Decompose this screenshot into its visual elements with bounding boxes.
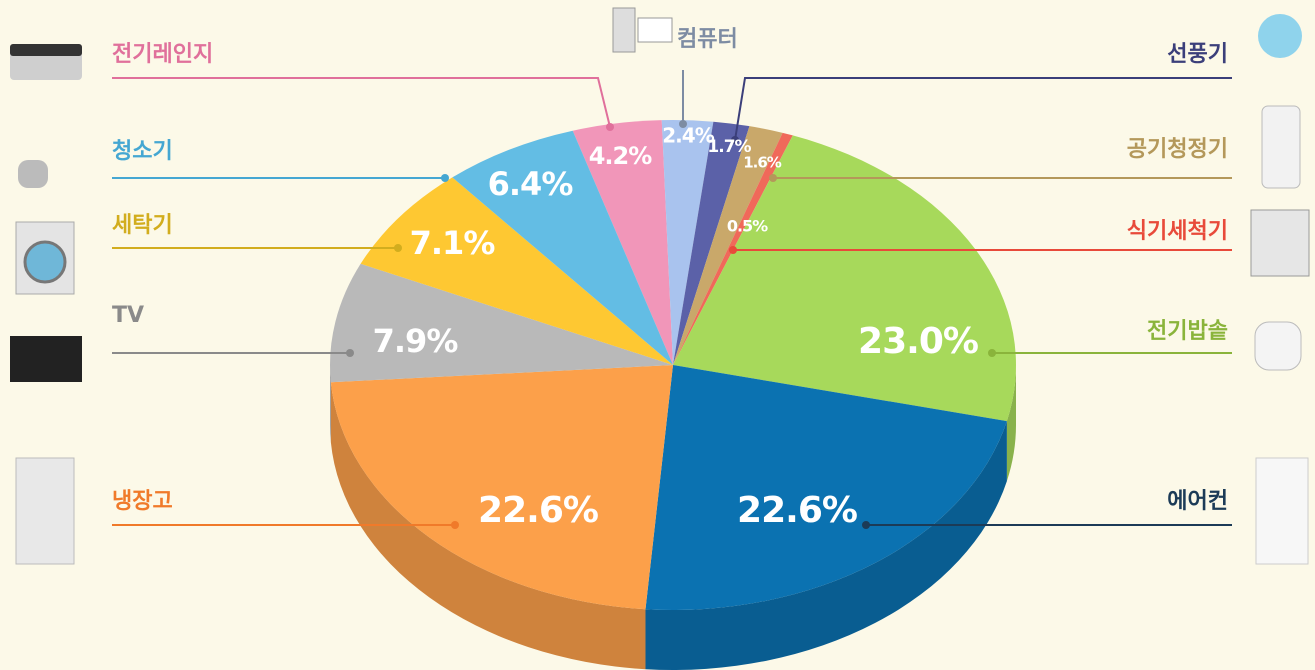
leader-dot (988, 349, 996, 357)
icons (10, 7, 1310, 565)
value-label: 6.4% (488, 165, 574, 203)
slice (673, 121, 750, 366)
slice-side (645, 421, 1007, 670)
slice (360, 177, 673, 365)
leader-dot (394, 244, 402, 252)
value-label: 7.9% (373, 322, 459, 360)
slice-side (330, 365, 331, 443)
icon-monitor (637, 17, 673, 43)
value-label: 0.5% (727, 217, 768, 236)
icon-aircon (1255, 457, 1309, 565)
icon-fridge (15, 457, 75, 565)
value-label: 22.6% (737, 490, 857, 531)
slice (645, 365, 1007, 610)
icon-vacuum (18, 160, 48, 188)
slice-side (1006, 365, 1016, 482)
leader-dot (729, 246, 737, 254)
value-label: 23.0% (858, 321, 978, 362)
legend-label: 컴퓨터 (677, 27, 738, 52)
legend-label: 에어컨 (1167, 489, 1228, 514)
legend-label: 청소기 (112, 139, 173, 164)
slice (452, 130, 673, 365)
legend-label: TV (112, 303, 144, 328)
icon-tv (10, 336, 82, 382)
legend-label: 식기세척기 (1127, 219, 1228, 244)
value-label: 1.6% (743, 154, 782, 172)
icon-ricecooker (1254, 321, 1302, 371)
leader-dot (346, 349, 354, 357)
icon-computer (612, 7, 636, 53)
slice (330, 263, 673, 383)
leader-dot (769, 174, 777, 182)
legend-label: 전기레인지 (112, 42, 213, 67)
slice (330, 365, 673, 610)
value-label: 4.2% (589, 142, 653, 170)
icon-fan (1258, 14, 1302, 58)
slice (661, 120, 714, 365)
legend-label: 공기청정기 (1127, 137, 1228, 162)
value-label: 7.1% (410, 224, 496, 262)
legend-label: 전기밥솥 (1147, 319, 1228, 344)
slice (673, 135, 1016, 422)
icon-dishwasher (1250, 209, 1310, 277)
legend-label: 선풍기 (1167, 42, 1228, 67)
leader-dot (862, 521, 870, 529)
value-label: 22.6% (478, 490, 598, 531)
leader-dot (441, 174, 449, 182)
leader-dot (731, 136, 739, 144)
leader-dot (606, 123, 614, 131)
legend-label: 냉장고 (112, 489, 173, 514)
icon-purifier (1261, 105, 1301, 189)
leader-dot (679, 120, 687, 128)
leader-line (112, 77, 611, 128)
leader-dot (451, 521, 459, 529)
icon-washer-door (23, 240, 67, 284)
value-label: 1.7% (707, 137, 751, 157)
value-label: 2.4% (662, 124, 714, 148)
slice (572, 120, 673, 366)
legend-label: 세탁기 (112, 213, 173, 238)
icon-range-top (10, 44, 82, 56)
slice (673, 126, 783, 365)
leader-line (734, 77, 1232, 141)
